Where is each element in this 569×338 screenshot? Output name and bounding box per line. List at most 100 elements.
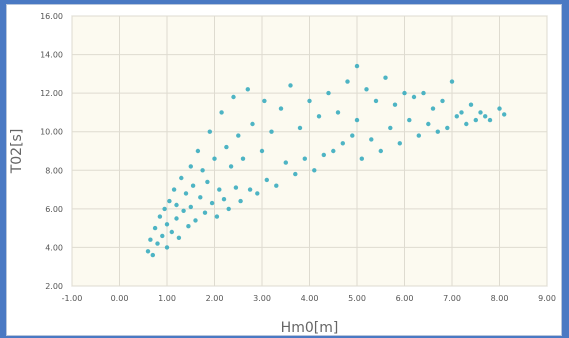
scatter-point — [297, 125, 303, 131]
scatter-point — [392, 102, 398, 107]
scatter-point — [200, 168, 205, 173]
scatter-point — [171, 187, 177, 192]
scatter-point — [259, 148, 265, 154]
scatter-point — [145, 249, 151, 254]
y-tick-label: 14.00 — [40, 51, 63, 60]
scatter-point — [240, 156, 246, 161]
scatter-point — [359, 156, 364, 161]
y-axis-label: T02[s] — [9, 129, 25, 175]
scatter-point — [326, 90, 331, 96]
scatter-point — [169, 229, 174, 235]
scatter-point — [214, 214, 220, 219]
scatter-point — [162, 206, 167, 212]
scatter-point — [195, 148, 201, 154]
scatter-point — [345, 79, 350, 84]
scatter-point — [373, 98, 379, 104]
y-tick-labels: 2.00 4.00 6.00 8.00 10.00 12.00 14.00 16.00 — [40, 12, 63, 291]
scatter-point — [255, 191, 260, 196]
scatter-point — [179, 175, 184, 181]
scatter-point — [226, 206, 231, 212]
scatter-point — [454, 114, 459, 119]
scatter-point — [483, 114, 488, 119]
scatter-point — [164, 245, 170, 250]
scatter-point — [221, 197, 227, 202]
scatter-point — [440, 98, 445, 104]
x-tick-label: 5.00 — [348, 294, 366, 303]
x-tick-label: 2.00 — [206, 294, 224, 303]
scatter-point — [236, 133, 241, 138]
scatter-point — [152, 225, 158, 231]
scatter-point — [402, 90, 407, 96]
scatter-point — [435, 129, 440, 134]
scatter-point — [250, 121, 255, 127]
scatter-point — [416, 133, 421, 138]
scatter-point — [212, 156, 217, 161]
scatter-point — [157, 214, 163, 219]
scatter-point — [364, 87, 369, 92]
data-points — [145, 63, 507, 258]
scatter-point — [421, 90, 426, 96]
scatter-point — [269, 129, 274, 134]
y-tick-label: 8.00 — [45, 166, 63, 175]
scatter-point — [354, 63, 360, 69]
scatter-point — [193, 218, 198, 223]
scatter-point — [331, 148, 336, 154]
x-tick-label: 1.00 — [158, 294, 176, 303]
x-axis-label: Hm0[m] — [281, 320, 339, 336]
scatter-point — [430, 106, 436, 111]
scatter-point — [186, 224, 191, 229]
scatter-point — [164, 222, 170, 227]
x-tick-label: 7.00 — [443, 294, 461, 303]
scatter-point — [316, 114, 322, 119]
scatter-point — [167, 198, 172, 204]
scatter-point — [150, 252, 155, 258]
scatter-point — [378, 148, 383, 154]
scatter-point — [397, 141, 402, 146]
scatter-point — [155, 241, 160, 246]
x-tick-label: 0.00 — [111, 294, 129, 303]
scatter-point — [238, 198, 243, 204]
scatter-point — [205, 179, 210, 185]
scatter-point — [407, 117, 412, 123]
scatter-point — [369, 137, 374, 142]
y-tick-label: 4.00 — [45, 243, 63, 252]
x-tick-label: 4.00 — [301, 294, 319, 303]
x-tick-labels: -1.00 0.00 1.00 2.00 3.00 4.00 5.00 6.00 7.00 8.0… — [62, 294, 556, 303]
y-tick-label: 16.00 — [40, 12, 63, 21]
scatter-point — [312, 168, 317, 173]
scatter-point — [340, 141, 345, 146]
scatter-point — [207, 129, 212, 134]
scatter-point — [468, 102, 474, 107]
scatter-point — [264, 177, 269, 183]
y-tick-label: 2.00 — [45, 282, 63, 291]
scatter-point — [174, 202, 179, 208]
scatter-point — [478, 110, 483, 115]
x-tick-label: 8.00 — [491, 294, 509, 303]
scatter-point — [233, 185, 239, 190]
scatter-point — [278, 106, 284, 111]
scatter-point — [335, 110, 341, 115]
scatter-point — [293, 171, 298, 177]
scatter-point — [190, 183, 196, 188]
scatter-point — [202, 210, 208, 215]
chart-frame: -1.00 0.00 1.00 2.00 3.00 4.00 5.00 6.00 7.00 8.0… — [6, 4, 562, 336]
scatter-point — [411, 94, 417, 100]
scatter-point — [464, 121, 469, 127]
scatter-point — [231, 94, 236, 100]
scatter-point — [307, 98, 312, 104]
scatter-point — [247, 187, 253, 192]
scatter-point — [217, 187, 222, 192]
scatter-point — [449, 79, 455, 84]
scatter-point — [148, 237, 153, 242]
y-tick-label: 6.00 — [45, 205, 63, 214]
scatter-point — [445, 125, 450, 131]
scatter-point — [283, 160, 288, 165]
scatter-point — [383, 75, 388, 80]
scatter-point — [176, 235, 182, 240]
x-tick-label: 3.00 — [253, 294, 271, 303]
scatter-point — [228, 164, 234, 169]
scatter-point — [426, 121, 431, 127]
y-tick-label: 10.00 — [40, 128, 63, 137]
scatter-point — [160, 233, 165, 239]
scatter-point — [174, 216, 179, 221]
